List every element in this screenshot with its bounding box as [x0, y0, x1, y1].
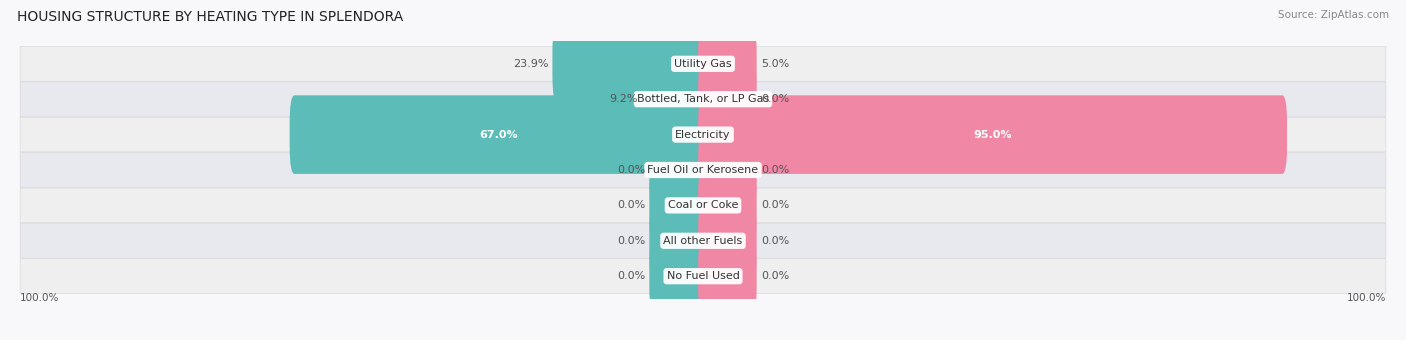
FancyBboxPatch shape: [20, 188, 1386, 223]
Text: 100.0%: 100.0%: [20, 293, 59, 303]
Text: Electricity: Electricity: [675, 130, 731, 140]
Text: 0.0%: 0.0%: [761, 271, 789, 281]
Text: Bottled, Tank, or LP Gas: Bottled, Tank, or LP Gas: [637, 94, 769, 104]
FancyBboxPatch shape: [650, 202, 707, 280]
FancyBboxPatch shape: [650, 237, 707, 316]
Text: 5.0%: 5.0%: [761, 59, 789, 69]
FancyBboxPatch shape: [650, 131, 707, 209]
Text: 0.0%: 0.0%: [761, 236, 789, 246]
FancyBboxPatch shape: [290, 95, 707, 174]
Text: Fuel Oil or Kerosene: Fuel Oil or Kerosene: [647, 165, 759, 175]
Text: All other Fuels: All other Fuels: [664, 236, 742, 246]
FancyBboxPatch shape: [20, 259, 1386, 293]
FancyBboxPatch shape: [699, 202, 756, 280]
Text: 0.0%: 0.0%: [761, 94, 789, 104]
FancyBboxPatch shape: [20, 117, 1386, 152]
Text: 67.0%: 67.0%: [479, 130, 517, 140]
Text: 0.0%: 0.0%: [617, 200, 645, 210]
Text: Utility Gas: Utility Gas: [675, 59, 731, 69]
FancyBboxPatch shape: [20, 47, 1386, 81]
FancyBboxPatch shape: [699, 24, 756, 103]
Text: HOUSING STRUCTURE BY HEATING TYPE IN SPLENDORA: HOUSING STRUCTURE BY HEATING TYPE IN SPL…: [17, 10, 404, 24]
Text: 0.0%: 0.0%: [617, 165, 645, 175]
Text: No Fuel Used: No Fuel Used: [666, 271, 740, 281]
FancyBboxPatch shape: [20, 223, 1386, 258]
FancyBboxPatch shape: [699, 131, 756, 209]
Text: 0.0%: 0.0%: [617, 236, 645, 246]
Text: Source: ZipAtlas.com: Source: ZipAtlas.com: [1278, 10, 1389, 20]
Text: 0.0%: 0.0%: [617, 271, 645, 281]
Text: 23.9%: 23.9%: [513, 59, 548, 69]
FancyBboxPatch shape: [20, 82, 1386, 117]
FancyBboxPatch shape: [699, 166, 756, 245]
Text: 100.0%: 100.0%: [1347, 293, 1386, 303]
Text: 0.0%: 0.0%: [761, 200, 789, 210]
Text: 9.2%: 9.2%: [609, 94, 638, 104]
FancyBboxPatch shape: [650, 166, 707, 245]
FancyBboxPatch shape: [553, 24, 707, 103]
Text: 95.0%: 95.0%: [973, 130, 1012, 140]
FancyBboxPatch shape: [643, 60, 707, 138]
FancyBboxPatch shape: [699, 60, 756, 138]
FancyBboxPatch shape: [699, 237, 756, 316]
Text: Coal or Coke: Coal or Coke: [668, 200, 738, 210]
FancyBboxPatch shape: [699, 95, 1286, 174]
FancyBboxPatch shape: [20, 153, 1386, 187]
Text: 0.0%: 0.0%: [761, 165, 789, 175]
